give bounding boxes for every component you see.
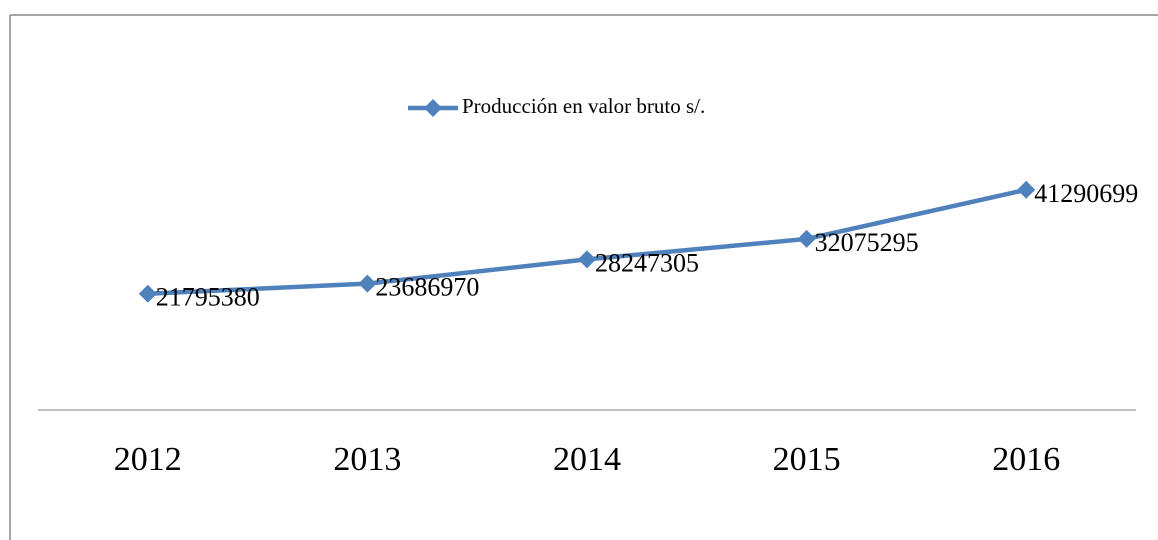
x-tick-label: 2013 xyxy=(333,441,401,478)
x-tick-label: 2015 xyxy=(773,441,841,478)
x-tick-label: 2012 xyxy=(114,441,182,478)
data-point xyxy=(578,250,596,269)
data-label: 23686970 xyxy=(375,273,479,302)
data-label: 21795380 xyxy=(156,283,260,312)
data-point xyxy=(797,229,816,248)
legend-marker xyxy=(424,99,442,117)
legend-label: Producción en valor bruto s/. xyxy=(462,94,705,118)
x-tick-label: 2014 xyxy=(553,441,621,478)
data-point xyxy=(1017,180,1036,199)
data-label: 32075295 xyxy=(815,228,919,257)
x-tick-label: 2016 xyxy=(992,441,1060,478)
data-label: 28247305 xyxy=(595,248,699,277)
data-point xyxy=(358,274,377,293)
data-label: 41290699 xyxy=(1034,179,1138,208)
data-point xyxy=(138,284,157,303)
